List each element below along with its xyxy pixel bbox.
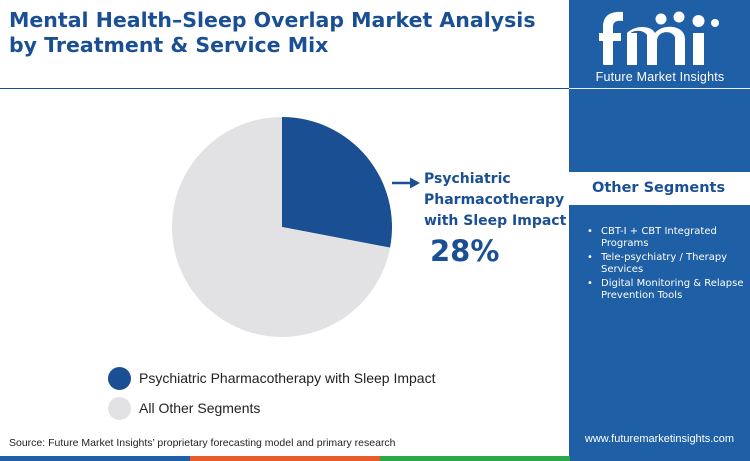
source-note: Source: Future Market Insights’ propriet… bbox=[9, 437, 396, 449]
fmi-logo-mark bbox=[599, 11, 719, 65]
bottom-color-bar bbox=[380, 456, 570, 461]
pie-slices bbox=[171, 117, 392, 337]
fmi-logo: Future Market Insights bbox=[577, 5, 743, 89]
list-item: Digital Monitoring & Relapse Prevention … bbox=[583, 278, 750, 302]
legend-swatch-primary bbox=[108, 366, 131, 390]
sidebar-divider bbox=[569, 88, 750, 89]
legend-label-primary: Psychiatric Pharmacotherapy with Sleep I… bbox=[139, 370, 436, 386]
list-item: CBT-I + CBT Integrated Programs bbox=[583, 226, 750, 250]
logo-subtitle: Future Market Insights bbox=[595, 70, 725, 84]
bottom-color-bar bbox=[0, 456, 190, 461]
bottom-color-bar bbox=[190, 456, 380, 461]
legend-label-other: All Other Segments bbox=[139, 400, 261, 416]
legend-item-other: All Other Segments bbox=[108, 396, 435, 420]
pie-slice-other bbox=[171, 117, 391, 337]
list-item: Tele-psychiatry / Therapy Services bbox=[583, 252, 750, 276]
callout-label: Psychiatric Pharmacotherapy with Sleep I… bbox=[424, 171, 567, 229]
chart-legend: Psychiatric Pharmacotherapy with Sleep I… bbox=[108, 366, 435, 426]
title-divider bbox=[0, 88, 569, 89]
legend-swatch-other bbox=[108, 396, 131, 420]
legend-item-primary: Psychiatric Pharmacotherapy with Sleep I… bbox=[108, 366, 435, 390]
callout-arrow bbox=[392, 177, 420, 189]
website-link[interactable]: www.futuremarketinsights.com bbox=[584, 433, 735, 445]
pie-chart bbox=[171, 117, 420, 337]
callout-value: 28% bbox=[430, 234, 500, 268]
other-segments-heading: Other Segments bbox=[569, 172, 750, 205]
other-segments-list: CBT-I + CBT Integrated Programs Tele-psy… bbox=[583, 226, 750, 304]
bottom-color-bar bbox=[570, 456, 750, 461]
sidebar: Future Market Insights Other Segments CB… bbox=[569, 0, 750, 456]
pie-slice-primary bbox=[282, 117, 392, 248]
page-title: Mental Health–Sleep Overlap Market Analy… bbox=[9, 8, 536, 57]
